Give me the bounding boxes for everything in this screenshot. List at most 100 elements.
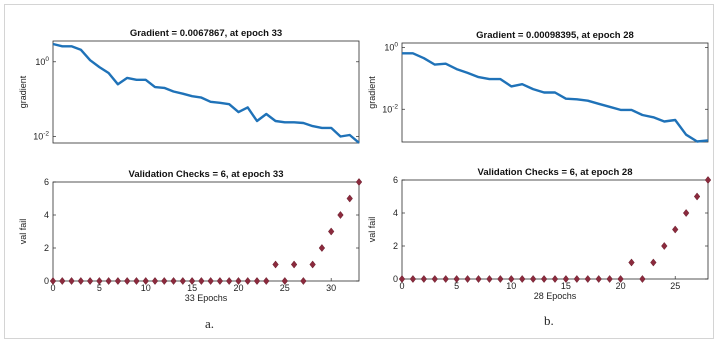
data-point	[272, 260, 279, 269]
data-point	[290, 260, 298, 269]
x-tick-label: 25	[670, 281, 680, 291]
data-point	[309, 260, 316, 269]
data-point	[409, 275, 417, 283]
data-point	[486, 275, 493, 283]
y-tick-label: 6	[393, 175, 398, 185]
data-point	[704, 176, 712, 184]
data-point	[355, 178, 363, 186]
data-point	[114, 277, 122, 285]
data-point	[198, 277, 205, 285]
data-point	[59, 277, 66, 285]
data-point	[96, 277, 103, 285]
gradient-line	[52, 42, 360, 144]
data-point	[475, 275, 482, 283]
y-tick-label: 100	[35, 56, 49, 67]
x-tick-label: 20	[616, 281, 626, 291]
data-point	[226, 277, 233, 285]
data-point	[346, 194, 353, 203]
caption-b: b.	[544, 313, 554, 328]
data-point	[337, 211, 344, 219]
chart-title: Gradient = 0.0067867, at epoch 33	[130, 28, 282, 39]
y-axis-label: val fail	[367, 217, 377, 243]
data-point	[235, 277, 242, 285]
data-point	[672, 225, 679, 234]
data-point	[207, 277, 214, 285]
y-axis-label: gradient	[367, 76, 377, 109]
data-point	[68, 277, 75, 285]
data-point	[49, 277, 57, 285]
data-point	[328, 227, 335, 236]
data-point	[77, 277, 84, 285]
y-axis-label: val fail	[18, 219, 28, 245]
x-tick-label: 5	[454, 281, 459, 291]
data-point	[508, 275, 515, 283]
data-point	[617, 275, 624, 283]
x-tick-label: 15	[561, 281, 571, 291]
y-tick-label: 10-2	[382, 103, 398, 114]
chart-a-validation: Validation Checks = 6, at epoch 33 val fa…	[18, 169, 363, 303]
data-point	[179, 277, 186, 285]
gradient-line	[402, 52, 709, 143]
y-tick-label: 4	[44, 210, 49, 220]
y-tick-label: 0	[44, 276, 49, 286]
data-point	[562, 275, 570, 283]
y-tick-label: 0	[393, 274, 398, 284]
data-point	[105, 277, 112, 285]
data-point	[151, 277, 159, 285]
data-point	[263, 277, 270, 285]
chart-b-gradient: Gradient = 0.00098395, at epoch 28 gradie…	[367, 30, 709, 143]
y-tick-label: 100	[384, 42, 398, 53]
x-tick-label: 10	[141, 283, 151, 293]
data-point	[86, 277, 94, 285]
data-point	[188, 277, 196, 285]
data-point	[300, 277, 307, 285]
y-tick-label: 2	[393, 241, 398, 251]
data-point	[133, 277, 140, 285]
data-point	[170, 277, 177, 285]
plot-area	[52, 181, 360, 282]
x-tick-label: 15	[187, 283, 197, 293]
y-tick-exponent: -2	[43, 131, 49, 138]
data-point	[530, 275, 537, 283]
data-point	[595, 275, 602, 283]
data-point	[398, 275, 406, 283]
data-point	[142, 277, 149, 285]
x-axis-label: 28 Epochs	[534, 291, 577, 301]
y-tick-label: 4	[393, 208, 398, 218]
chart-title: Validation Checks = 6, at epoch 28	[478, 167, 633, 178]
data-point	[420, 275, 427, 283]
y-tick-label: 10-2	[33, 131, 49, 142]
x-axis-label: 33 Epochs	[185, 293, 228, 303]
data-point	[540, 275, 548, 283]
y-tick-label: 6	[44, 177, 49, 187]
x-tick-label: 10	[506, 281, 516, 291]
data-point	[650, 258, 657, 267]
data-point	[606, 275, 613, 283]
data-point	[161, 277, 168, 285]
y-tick-exponent: 0	[45, 56, 49, 63]
data-point	[318, 244, 326, 252]
data-point	[124, 277, 131, 285]
data-point	[442, 275, 449, 283]
data-point	[497, 275, 504, 283]
chart-a-gradient: Gradient = 0.0067867, at epoch 33 gradien…	[18, 28, 360, 144]
plot-area	[52, 40, 360, 144]
y-tick-exponent: 0	[394, 42, 398, 49]
data-point	[683, 209, 690, 217]
data-point	[628, 258, 635, 267]
data-point	[661, 242, 668, 250]
y-tick-exponent: -2	[392, 103, 398, 110]
data-point	[453, 275, 460, 283]
x-tick-label: 20	[233, 283, 243, 293]
y-axis-label: gradient	[18, 75, 28, 108]
data-point	[519, 275, 526, 283]
data-point	[693, 192, 701, 201]
chart-b-validation: Validation Checks = 6, at epoch 28 val fa…	[367, 167, 712, 301]
data-point	[253, 277, 261, 285]
x-tick-label: 5	[97, 283, 102, 293]
data-point	[551, 275, 559, 283]
caption-a: a.	[205, 316, 215, 331]
plot-area	[401, 179, 709, 280]
